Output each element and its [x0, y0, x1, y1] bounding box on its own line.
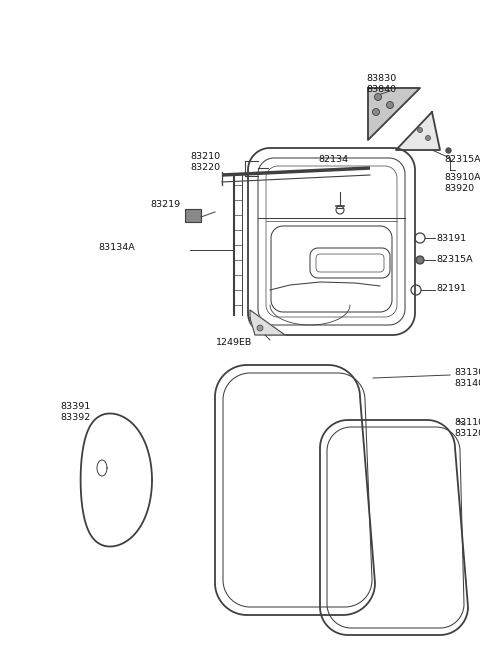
Text: 83391
83392: 83391 83392: [60, 402, 90, 422]
Polygon shape: [396, 112, 440, 150]
Polygon shape: [250, 310, 285, 335]
Polygon shape: [368, 88, 420, 140]
Text: 83134A: 83134A: [98, 243, 135, 252]
Text: 83191: 83191: [436, 234, 466, 243]
Circle shape: [374, 94, 382, 100]
Circle shape: [372, 109, 380, 115]
Bar: [185, 209, 201, 222]
Text: 83219: 83219: [150, 200, 180, 209]
Text: 83130C
83140C: 83130C 83140C: [454, 368, 480, 388]
Circle shape: [386, 102, 394, 109]
Text: 1249EB: 1249EB: [216, 338, 252, 347]
Text: 82191: 82191: [436, 284, 466, 293]
Circle shape: [257, 325, 263, 331]
Text: 83110B
83120B: 83110B 83120B: [454, 418, 480, 438]
Text: 83210
83220: 83210 83220: [190, 152, 220, 172]
Text: 83830
83840: 83830 83840: [366, 74, 396, 94]
Circle shape: [418, 128, 422, 132]
Circle shape: [425, 136, 431, 141]
Circle shape: [416, 256, 424, 264]
Text: 82315A: 82315A: [444, 155, 480, 164]
Text: 82134: 82134: [318, 155, 348, 164]
Text: 83910A
83920: 83910A 83920: [444, 173, 480, 193]
Text: 82315A: 82315A: [436, 255, 473, 264]
